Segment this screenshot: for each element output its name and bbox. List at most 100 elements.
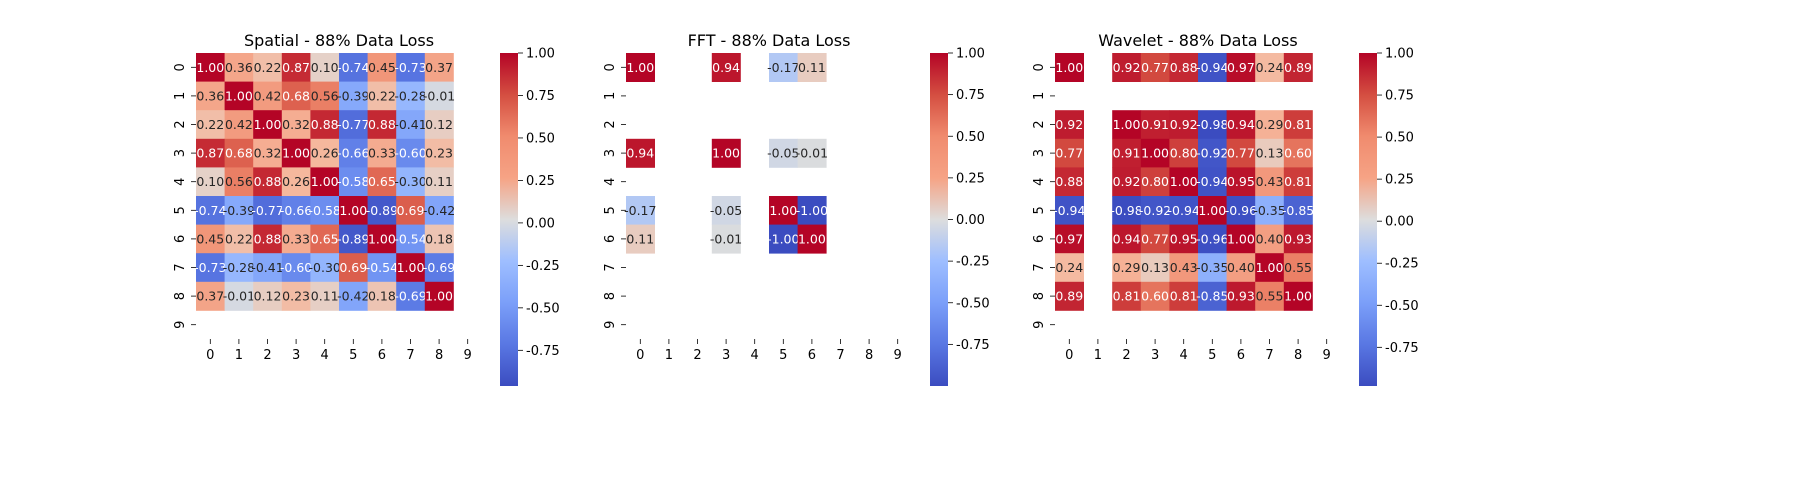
- cell-label: 0.11: [626, 231, 654, 246]
- cell-label: -0.54: [366, 260, 398, 275]
- cell-label: 0.81: [1113, 289, 1141, 304]
- y-tick-label: 4: [1032, 178, 1047, 186]
- cell-label: 0.87: [282, 60, 310, 75]
- heatmap-cell: [396, 253, 426, 283]
- heatmap-cell: [1255, 110, 1285, 140]
- x-tick-label: 2: [693, 348, 701, 363]
- cell-label: -0.73: [394, 60, 426, 75]
- heatmap-cell: [367, 196, 397, 225]
- colorbar-tick-label: 0.75: [526, 89, 555, 104]
- y-tick-label: 1: [1032, 92, 1047, 100]
- cell-label: 1.00: [798, 231, 826, 246]
- cell-label: 0.81: [1284, 117, 1312, 132]
- heatmap-cell: [224, 224, 254, 254]
- heatmap-cell: [1198, 167, 1227, 197]
- cell-label: 1.00: [196, 60, 224, 75]
- cell-label: 0.42: [254, 88, 282, 103]
- cell-label: 0.69: [339, 260, 367, 275]
- heatmap-cell: [1112, 281, 1142, 311]
- y-tick-label: 2: [173, 120, 188, 128]
- cell-label: 1.00: [339, 203, 367, 218]
- heatmap-cell: [1055, 110, 1084, 140]
- heatmap-cell: [224, 281, 254, 311]
- heatmap-cell: [196, 196, 225, 225]
- cell-label: -0.05: [710, 203, 742, 218]
- cell-label: 0.18: [368, 289, 396, 304]
- y-tick-label: 9: [603, 321, 618, 329]
- heatmap-cell: [1112, 138, 1142, 168]
- cell-label: -1.00: [767, 231, 799, 246]
- colorbar-tick-label: 0.25: [526, 174, 555, 189]
- y-tick-label: 6: [603, 235, 618, 243]
- y-tick-label: 1: [603, 92, 618, 100]
- colorbar-tick-label: -0.75: [526, 344, 560, 359]
- x-tick-label: 7: [1265, 348, 1273, 363]
- heatmap-cell: [367, 224, 397, 254]
- heatmap-cell: [1140, 53, 1170, 82]
- cell-label: 0.95: [1227, 174, 1255, 189]
- cell-label: 0.94: [1113, 231, 1141, 246]
- y-tick-label: 1: [173, 92, 188, 100]
- cell-label: 0.12: [425, 117, 453, 132]
- cell-label: -0.42: [423, 203, 455, 218]
- cell-label: -0.01: [796, 146, 828, 161]
- heatmap-cell: [711, 196, 741, 225]
- heatmap-cell: [339, 253, 368, 283]
- heatmap-cell: [281, 196, 311, 225]
- heatmap-cell: [367, 81, 397, 111]
- cell-label: 0.22: [254, 60, 282, 75]
- colorbar-tick-label: 0.75: [956, 88, 985, 103]
- heatmap-cell: [196, 224, 225, 254]
- heatmap-cell: [1055, 253, 1084, 283]
- cell-label: -0.94: [1053, 203, 1085, 218]
- cell-label: 0.68: [282, 88, 310, 103]
- x-tick-label: 6: [808, 348, 816, 363]
- cell-label: 0.55: [1284, 260, 1312, 275]
- y-tick-label: 2: [603, 120, 618, 128]
- heatmap-cell: [196, 110, 225, 140]
- heatmap-cell: [253, 281, 283, 311]
- heatmap-cell: [797, 138, 827, 168]
- heatmap-cell: [1198, 281, 1227, 311]
- cell-label: 0.33: [368, 146, 396, 161]
- cell-label: 0.32: [282, 117, 310, 132]
- heatmap-cell: [396, 224, 426, 254]
- heatmap-cell: [1226, 53, 1256, 82]
- heatmap-cell: [1283, 224, 1313, 254]
- cell-label: 0.88: [254, 231, 282, 246]
- cell-label: -0.94: [1168, 203, 1200, 218]
- cell-label: -0.41: [394, 117, 426, 132]
- colorbar-tick-label: 0.50: [956, 130, 985, 145]
- heatmap-cell: [711, 53, 741, 82]
- heatmap-cell: [1055, 224, 1084, 254]
- y-tick-label: 7: [173, 263, 188, 271]
- heatmap-cell: [1112, 196, 1142, 225]
- heatmap-cell: [1140, 224, 1170, 254]
- heatmap-cell: [224, 81, 254, 111]
- cell-label: -0.58: [337, 174, 369, 189]
- cell-label: 0.69: [397, 203, 425, 218]
- cell-label: 0.91: [1113, 146, 1141, 161]
- heatmap-cell: [1226, 110, 1256, 140]
- heatmap-cell: [424, 110, 454, 140]
- cell-label: 0.60: [1284, 146, 1312, 161]
- cell-label: -0.98: [1196, 117, 1228, 132]
- heatmap-cell: [1169, 281, 1199, 311]
- cell-label: -0.69: [423, 260, 455, 275]
- heatmap-cell: [396, 81, 426, 111]
- cell-label: -0.35: [1253, 203, 1285, 218]
- cell-label: 0.80: [1141, 174, 1169, 189]
- heatmap-cell: [1226, 138, 1256, 168]
- cell-label: -0.73: [194, 260, 226, 275]
- heatmap-cell: [1226, 196, 1256, 225]
- x-tick-label: 4: [321, 348, 329, 363]
- colorbar-tick-label: 1.00: [956, 47, 985, 62]
- heatmap-cell: [310, 167, 340, 197]
- x-tick-label: 1: [1094, 348, 1102, 363]
- heatmap-cell: [626, 138, 655, 168]
- cell-label: 0.88: [254, 174, 282, 189]
- heatmap-cell: [281, 167, 311, 197]
- heatmap-cell: [769, 138, 798, 168]
- heatmap-cell: [626, 53, 655, 82]
- cell-label: -0.85: [1282, 203, 1314, 218]
